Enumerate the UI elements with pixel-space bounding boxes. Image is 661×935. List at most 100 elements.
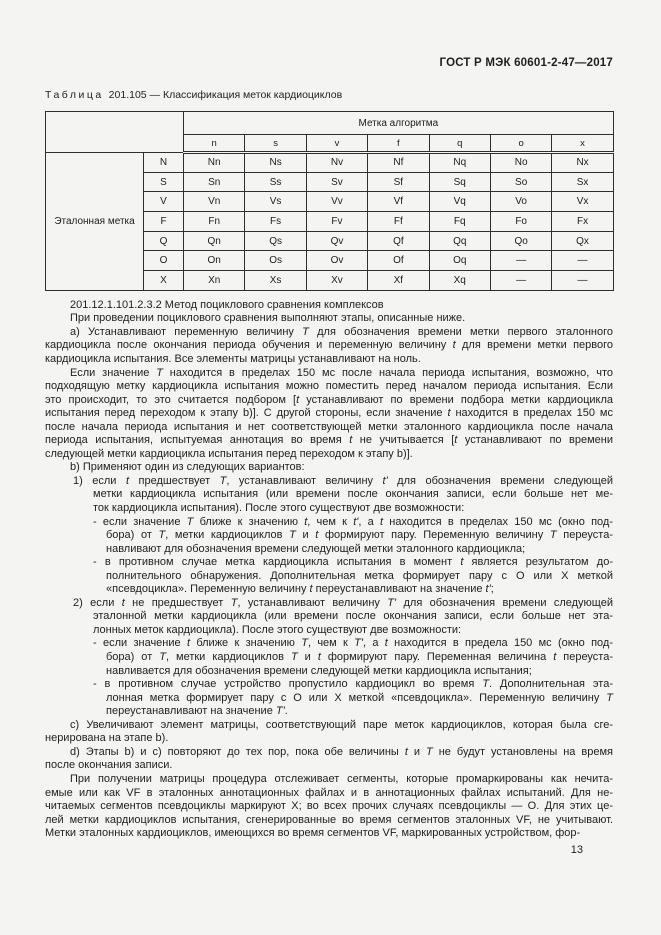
table-cell: Ov	[305, 250, 369, 272]
text-line: При проведении поциклового сравнения вып…	[70, 312, 466, 325]
table-cell: Fn	[182, 211, 246, 232]
text-line: бора) от T, метки кардиоциклов T и t фор…	[106, 529, 613, 542]
page-number: 13	[570, 843, 583, 856]
table-cell: On	[182, 250, 246, 272]
table-cell: Vf	[367, 191, 430, 213]
text-line: d) Этапы b) и c) повторяют до тех пор, п…	[70, 745, 613, 758]
table-cell: Of	[367, 250, 430, 272]
text-line: емые или как VF в эталонных аннотационны…	[45, 786, 613, 799]
table-cell: Xn	[182, 270, 246, 291]
table-cell: So	[489, 171, 553, 193]
table-row: Эталонная метка N Nn Ns Nv Nf Nq No Nx	[45, 152, 614, 291]
body-text: 201.12.1.101.2.3.2 Метод поциклового сра…	[45, 299, 613, 841]
row-header: S	[143, 171, 184, 193]
text-line: c) Увеличивают элемент матрицы, соответс…	[70, 718, 613, 731]
column-header: v	[305, 134, 369, 154]
table-cell: Nn	[182, 152, 246, 173]
table-cell: Sq	[428, 171, 491, 193]
text-line: испытания перед переходом к этапу b)]. С…	[45, 407, 613, 420]
table-corner-cell	[45, 111, 184, 153]
table-cell: Vn	[182, 191, 246, 213]
standard-reference-header: ГОСТ Р МЭК 60601-2-47—2017	[439, 57, 613, 69]
row-header: F	[143, 211, 184, 232]
table-cell: Ns	[244, 152, 307, 173]
text-line: При получении матрицы процедура отслежив…	[70, 772, 613, 785]
text-line: эталонной метки кардиоцикла (или времени…	[93, 610, 613, 623]
table-cell: Xf	[367, 270, 430, 291]
column-header: s	[244, 134, 307, 154]
table-cell: Sn	[182, 171, 246, 193]
table-cell: Nf	[367, 152, 430, 173]
text-line: после окончания записи.	[45, 759, 173, 772]
text-line: Если значение T находится в пределах 150…	[70, 366, 613, 379]
table-cell: Sf	[367, 171, 430, 193]
text-line: лонных меток кардиоцикла). После этого с…	[93, 623, 462, 636]
table-cell: Fv	[305, 211, 369, 232]
table-cell: Ss	[244, 171, 307, 193]
table-row: X Xn Xs Xv Xf Xq — —	[46, 270, 614, 291]
text-line: навливается для обозначения времени след…	[106, 664, 532, 677]
text-line: метки кардиоцикла испытания (или времени…	[93, 488, 613, 501]
table-cell: Qs	[244, 230, 307, 252]
text-line: - в противном случае устройство пропусти…	[93, 678, 613, 691]
text-line: - в противном случае метка кардиоцикла и…	[93, 556, 613, 569]
text-line: ток кардиоцикла испытания). После этого …	[93, 502, 465, 515]
table-cell: Vo	[489, 191, 553, 213]
table-cell: Fs	[244, 211, 307, 232]
table-row: S Sn Ss Sv Sf Sq So Sx	[46, 171, 614, 193]
table-caption: Таблица 201.105 — Классификация меток кар…	[45, 89, 613, 102]
table-row: Q Qn Qs Qv Qf Qq Qo Qx	[46, 230, 614, 252]
text-line: 201.12.1.101.2.3.2 Метод поциклового сра…	[70, 298, 384, 311]
text-line: после начала периода испытания и нет соо…	[45, 420, 613, 433]
table-cell: Xv	[305, 270, 369, 291]
row-header: N	[143, 152, 184, 173]
table-cell: —	[489, 250, 553, 272]
table-cell: Qo	[489, 230, 553, 252]
text-line: «псевдоцикла». Переменную величину t пер…	[106, 583, 494, 596]
row-header: Q	[143, 230, 184, 252]
table-cell: Qf	[367, 230, 430, 252]
text-line: кардиоцикла после окончания периода обуч…	[45, 339, 614, 352]
table-cell: —	[489, 270, 553, 291]
table-cell: Fo	[489, 211, 553, 232]
table-row: F Fn Fs Fv Ff Fq Fo Fx	[46, 211, 614, 232]
row-header: V	[143, 191, 184, 213]
column-header: o	[489, 134, 553, 154]
text-line: это происходит, то это считается подборо…	[45, 393, 613, 406]
table-cell: Qx	[551, 230, 614, 252]
table-cell: Oq	[428, 250, 491, 272]
table-cell: Vv	[305, 191, 369, 213]
table-cell: Sx	[551, 171, 614, 193]
text-line: лонная метка формирует пару с O или X ме…	[106, 691, 613, 704]
table-cell: No	[489, 152, 553, 173]
table-cell: Os	[244, 250, 307, 272]
text-line: Метки эталонных кардиоциклов, имеющихся …	[45, 827, 581, 840]
text-line: полнительного обнаружения. Дополнительна…	[106, 569, 613, 582]
text-line: следующей метки кардиоцикла испытания пе…	[45, 447, 413, 460]
cardiocycle-classification-table: Метка алгоритма n s v f q o x Эталонная …	[45, 111, 614, 291]
table-cell: Vq	[428, 191, 491, 213]
text-line: - если значение T ближе к значению t, че…	[93, 515, 614, 528]
table-cell: Nq	[428, 152, 491, 173]
table-caption-word: Таблица	[45, 89, 104, 101]
table-cell: Vx	[551, 191, 614, 213]
text-line: 1) если t предшествует T, устанавливают …	[73, 474, 613, 487]
table-cell: Ff	[367, 211, 430, 232]
text-line: лей метки кардиоциклов испытания, сгенер…	[45, 813, 613, 826]
text-line: a) Устанавливают переменную величину T д…	[70, 325, 613, 338]
text-line: периода испытания, испытуемая аннотация …	[45, 434, 613, 447]
text-line: 2) если t не предшествует T, устанавлива…	[73, 596, 613, 609]
table-cell: Sv	[305, 171, 369, 193]
text-line: навливают для обозначения времени следую…	[106, 542, 526, 555]
column-header: n	[182, 134, 246, 154]
table-row: O On Os Ov Of Oq — —	[46, 250, 614, 272]
table-cell: Nx	[551, 152, 614, 173]
column-header: q	[428, 134, 491, 154]
text-line: читаемых сегментов псевдоциклы маркируют…	[45, 800, 613, 813]
table-cell: Fx	[551, 211, 614, 232]
table-cell: —	[551, 250, 614, 272]
text-line: - если значение t ближе к значению T, че…	[93, 637, 613, 650]
page-content: ГОСТ Р МЭК 60601-2-47—2017 Таблица 201.10…	[45, 0, 614, 857]
row-group-label: Эталонная метка	[45, 152, 144, 291]
